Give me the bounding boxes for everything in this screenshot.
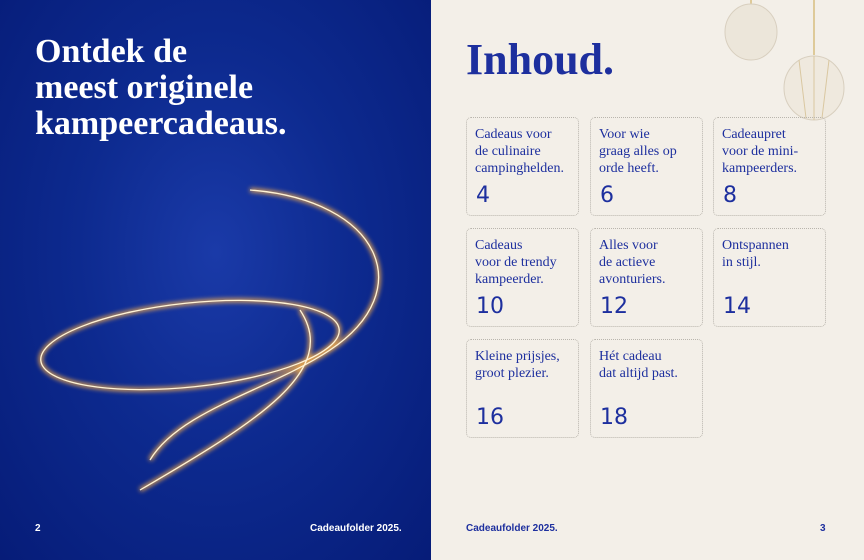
right-page [431,0,864,560]
toc-item[interactable]: Alles voor de actieve avonturiers. 12 [590,228,703,327]
toc-item-page: 14 [723,294,751,319]
toc-item-page: 10 [476,294,504,319]
toc-item[interactable]: Cadeaus voor de culinaire campinghelden.… [466,117,579,216]
toc-item-label: Kleine prijsjes, groot plezier. [475,349,560,381]
toc-item[interactable]: Voor wie graag alles op orde heeft. 6 [590,117,703,216]
toc-item[interactable]: Ontspannen in stijl. 14 [713,228,826,327]
headline: Ontdek de meest originele kampeercadeaus… [35,33,287,142]
toc-item-label: Voor wie graag alles op orde heeft. [599,127,677,176]
page-title: Inhoud. [466,35,615,84]
toc-item-label: Cadeaus voor de culinaire campinghelden. [475,127,565,176]
toc-item-page: 16 [476,405,504,430]
footer-right: Cadeaufolder 2025. [466,523,558,534]
left-page: Ontdek de meest originele kampeercadeaus… [0,0,431,560]
page-number-left: 2 [35,523,41,534]
toc-item[interactable]: Kleine prijsjes, groot plezier. 16 [466,339,579,438]
toc-item-label: Ontspannen in stijl. [722,238,789,270]
paper-ornaments-image [724,0,845,121]
toc-item[interactable]: Hét cadeau dat altijd past. 18 [590,339,703,438]
toc-item-page: 18 [600,405,628,430]
toc-item[interactable]: Cadeaupret voor de mini- kampeerders. 8 [713,117,826,216]
toc-item-label: Cadeaus voor de trendy kampeerder. [475,238,557,287]
toc-item-page: 8 [723,183,737,208]
toc-item-label: Hét cadeau dat altijd past. [599,349,678,381]
toc-item-label: Alles voor de actieve avonturiers. [599,238,666,287]
toc-item-label: Cadeaupret voor de mini- kampeerders. [722,127,799,176]
toc-item-page: 6 [600,183,614,208]
light-swirl-image [38,188,381,492]
toc-item-page: 4 [476,183,490,208]
toc-item-page: 12 [600,294,628,319]
page-number-right: 3 [820,523,826,534]
toc-item[interactable]: Cadeaus voor de trendy kampeerder. 10 [466,228,579,327]
footer-left: Cadeaufolder 2025. [310,523,402,534]
